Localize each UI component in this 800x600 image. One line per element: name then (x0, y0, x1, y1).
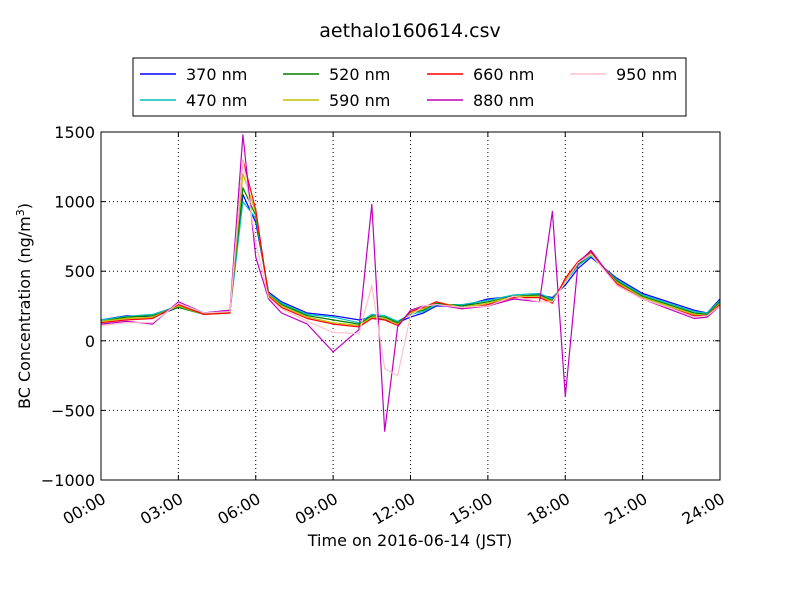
series-line-950-nm (100, 159, 721, 377)
y-tick-label: 0 (85, 332, 95, 351)
legend-label: 950 nm (616, 65, 677, 84)
y-tick-label: 1000 (54, 193, 95, 212)
x-tick-label: 12:00 (369, 489, 418, 529)
chart-title: aethalo160614.csv (319, 20, 501, 42)
legend-label: 660 nm (473, 65, 534, 84)
y-axis-label-close: ) (15, 203, 34, 209)
x-tick-label: 24:00 (679, 489, 728, 529)
legend-label: 520 nm (329, 65, 390, 84)
legend-label: 370 nm (186, 65, 247, 84)
y-tick-label: −1000 (41, 471, 95, 490)
y-tick-label: 500 (64, 262, 95, 281)
x-tick-label: 09:00 (292, 489, 341, 529)
x-tick-label: 00:00 (60, 489, 109, 529)
legend-label: 590 nm (329, 91, 390, 110)
legend-label: 880 nm (473, 91, 534, 110)
y-axis-label-main: BC Concentration (ng/m (15, 216, 34, 409)
x-tick-label: 15:00 (446, 489, 495, 529)
x-tick-label: 06:00 (214, 489, 263, 529)
series-line-880-nm (100, 134, 721, 432)
y-axis-label-sup: 3 (14, 209, 27, 216)
series-lines (100, 134, 721, 432)
x-tick-label: 21:00 (601, 489, 650, 529)
y-axis-label: BC Concentration (ng/m3) (14, 203, 35, 409)
plot-area (101, 132, 720, 480)
x-tick-label: 18:00 (524, 489, 573, 529)
x-axis-label: Time on 2016-06-14 (JST) (307, 531, 512, 550)
y-tick-label: 1500 (54, 123, 95, 142)
y-tick-label: −500 (51, 401, 95, 420)
legend-frame (132, 57, 687, 117)
legend-label: 470 nm (186, 91, 247, 110)
legend: 370 nm 470 nm 520 nm 590 nm 660 nm 880 nm 950 … (132, 57, 687, 117)
x-tick-label: 03:00 (137, 489, 186, 529)
